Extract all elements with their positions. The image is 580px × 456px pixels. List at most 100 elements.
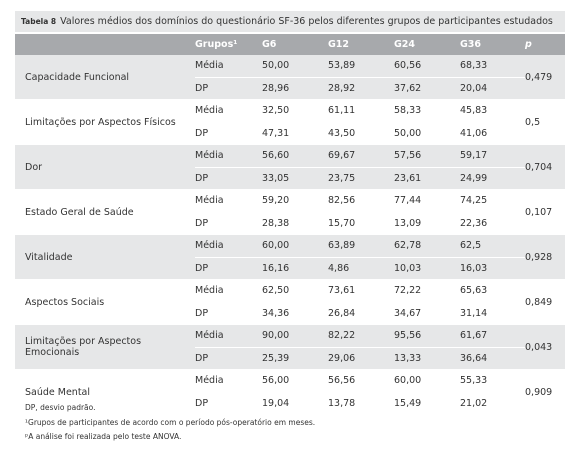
mean-value: 50,00 — [262, 55, 328, 78]
mean-value: 95,56 — [394, 324, 460, 348]
table-row: Estado Geral de Saúde Média 59,20 82,56 77,4… — [15, 189, 565, 235]
table-row: DP 28,96 28,92 37,62 20,04 — [15, 77, 565, 100]
sd-value: 34,67 — [394, 302, 460, 325]
mean-value: 53,89 — [328, 55, 394, 78]
domain-name: Limitações por Aspectos Físicos — [15, 99, 195, 145]
stat-label: DP — [195, 212, 262, 235]
sd-value: 16,03 — [460, 257, 525, 280]
mean-value: 90,00 — [262, 324, 328, 348]
header-row: Grupos¹ G6 G12 G24 G36 p — [15, 34, 565, 55]
domain-name: Limitações por Aspectos Emocionais — [15, 324, 195, 370]
sd-value: 15,70 — [328, 212, 394, 235]
sd-value: 47,31 — [262, 122, 328, 145]
mean-value: 74,25 — [460, 189, 525, 213]
stat-label: Média — [195, 189, 262, 213]
stat-label: DP — [195, 77, 262, 100]
sd-value: 37,62 — [394, 77, 460, 100]
column-header: p — [525, 34, 565, 55]
footnote: ¹Grupos de participantes de acordo com o… — [25, 417, 316, 427]
sd-value: 33,05 — [262, 167, 328, 190]
mean-value: 72,22 — [394, 279, 460, 303]
sd-value: 29,06 — [328, 347, 394, 370]
table-row: DP 33,05 23,75 23,61 24,99 — [15, 167, 565, 190]
p-value: 0,479 — [525, 55, 565, 100]
table-title: Tabela 8 Valores médios dos domínios do q… — [15, 11, 565, 32]
stat-label: Média — [195, 369, 262, 393]
footnotes: DP, desvio padrão. ¹Grupos de participant… — [25, 401, 315, 445]
header-cell — [15, 34, 195, 55]
footnote: ᵖA análise foi realizada pelo teste ANOV… — [25, 432, 182, 441]
mean-value: 68,33 — [460, 55, 525, 78]
mean-value: 60,56 — [394, 55, 460, 78]
mean-value: 82,56 — [328, 189, 394, 213]
sd-value: 41,06 — [460, 122, 525, 145]
table-row: Limitações por Aspectos Emocionais Média 9… — [15, 324, 565, 370]
mean-value: 32,50 — [262, 99, 328, 123]
mean-value: 73,61 — [328, 279, 394, 303]
sd-value: 15,49 — [394, 392, 460, 415]
mean-value: 56,00 — [262, 369, 328, 393]
mean-value: 62,50 — [262, 279, 328, 303]
mean-value: 82,22 — [328, 324, 394, 348]
p-value: 0,107 — [525, 189, 565, 235]
sd-value: 13,33 — [394, 347, 460, 370]
stat-label: Média — [195, 324, 262, 348]
table-row: Aspectos Sociais Média 62,50 73,61 72,22 65,6… — [15, 279, 565, 325]
title-text: Valores médios dos domínios do questioná… — [60, 16, 553, 27]
table-row: DP 16,16 4,86 10,03 16,03 — [15, 257, 565, 280]
table-label: Tabela 8 — [21, 17, 57, 26]
table-row: DP 28,38 15,70 13,09 22,36 — [15, 212, 565, 235]
domain-name: Capacidade Funcional — [15, 55, 195, 100]
stat-label: Média — [195, 144, 262, 168]
mean-value: 45,83 — [460, 99, 525, 123]
mean-value: 58,33 — [394, 99, 460, 123]
stat-label: DP — [195, 257, 262, 280]
domain-name: Saúde Mental — [15, 369, 195, 415]
column-header: G36 — [460, 34, 525, 55]
p-value: 0,928 — [525, 234, 565, 280]
sd-value: 21,02 — [460, 392, 525, 415]
table-row: DP 25,39 29,06 13,33 36,64 — [15, 347, 565, 370]
mean-value: 55,33 — [460, 369, 525, 393]
sd-value: 4,86 — [328, 257, 394, 280]
sd-value: 26,84 — [328, 302, 394, 325]
stat-label: DP — [195, 167, 262, 190]
sd-value: 50,00 — [394, 122, 460, 145]
table-row: Saúde Mental Média 56,00 56,56 60,00 55,33 0,9… — [15, 369, 565, 415]
sd-value: 25,39 — [262, 347, 328, 370]
stat-label: DP — [195, 347, 262, 370]
sd-value: 10,03 — [394, 257, 460, 280]
sd-value: 28,38 — [262, 212, 328, 235]
sd-value: 23,75 — [328, 167, 394, 190]
mean-value: 59,17 — [460, 144, 525, 168]
stat-label: Média — [195, 99, 262, 123]
stat-label: DP — [195, 392, 262, 415]
mean-value: 61,11 — [328, 99, 394, 123]
p-value: 0,849 — [525, 279, 565, 325]
mean-value: 77,44 — [394, 189, 460, 213]
column-header: G24 — [394, 34, 460, 55]
mean-value: 69,67 — [328, 144, 394, 168]
sd-value: 19,04 — [262, 392, 328, 415]
table-row: Vitalidade Média 60,00 63,89 62,78 62,5 0,928 — [15, 234, 565, 280]
stat-label: DP — [195, 122, 262, 145]
mean-value: 57,56 — [394, 144, 460, 168]
column-header: Grupos¹ — [195, 34, 262, 55]
table-row: Dor Média 56,60 69,67 57,56 59,17 0,704 — [15, 144, 565, 190]
stat-label: Média — [195, 55, 262, 78]
mean-value: 62,5 — [460, 234, 525, 258]
table-row: DP 19,04 13,78 15,49 21,02 — [15, 392, 565, 415]
sd-value: 13,78 — [328, 392, 394, 415]
mean-value: 60,00 — [394, 369, 460, 393]
footnote: DP, desvio padrão. — [25, 403, 96, 412]
table-row: Limitações por Aspectos Físicos Média 32,5… — [15, 99, 565, 145]
mean-value: 65,63 — [460, 279, 525, 303]
p-value: 0,5 — [525, 99, 565, 145]
stat-label: Média — [195, 234, 262, 258]
sd-value: 16,16 — [262, 257, 328, 280]
mean-value: 61,67 — [460, 324, 525, 348]
table-row: DP 47,31 43,50 50,00 41,06 — [15, 122, 565, 145]
sd-value: 28,92 — [328, 77, 394, 100]
stat-label: Média — [195, 279, 262, 303]
